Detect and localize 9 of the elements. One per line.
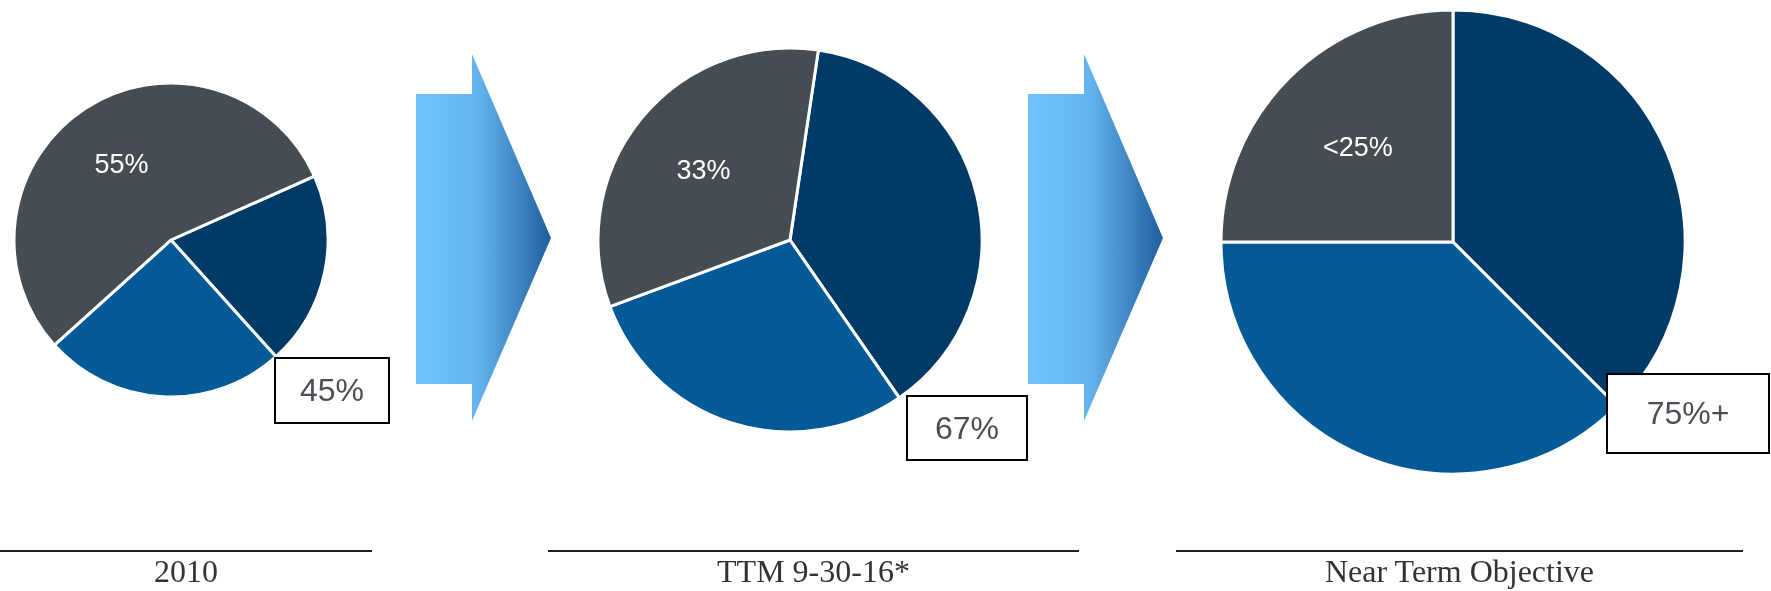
data-label: 33% <box>676 154 731 185</box>
text: 2010 <box>153 553 219 589</box>
data-label: <25% <box>1322 131 1393 162</box>
text: 67% <box>906 395 1028 461</box>
text: 45% <box>274 357 390 424</box>
text: Near Term Objective <box>1323 553 1595 589</box>
text: TTM 9-30-16* <box>716 553 911 589</box>
text: 75%+ <box>1606 373 1770 454</box>
data-label: 55% <box>94 148 149 179</box>
